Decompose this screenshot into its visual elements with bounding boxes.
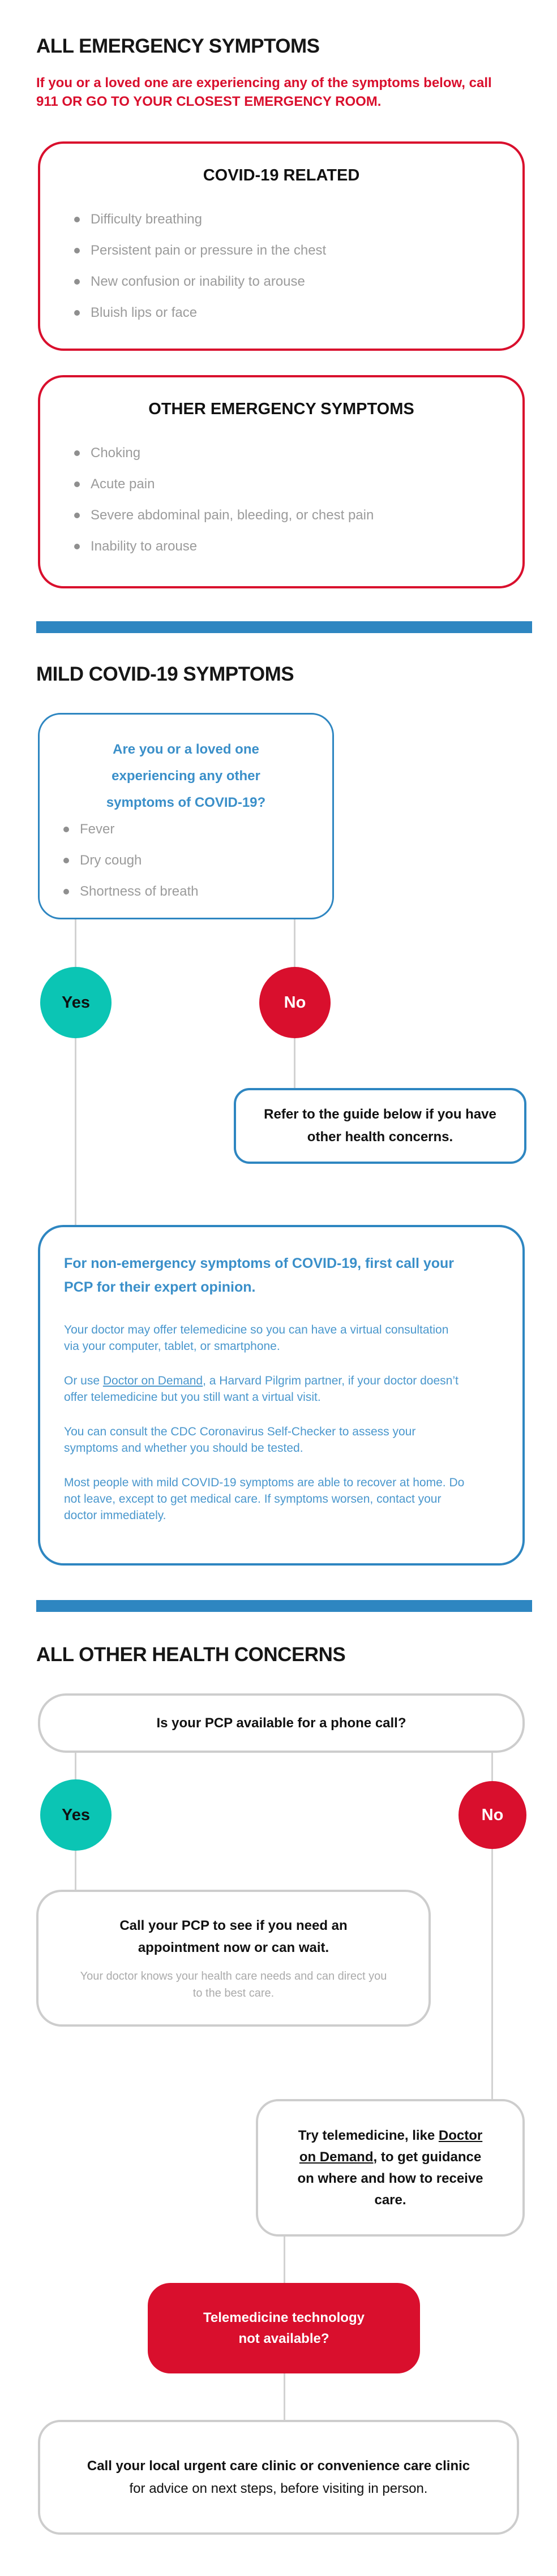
doctor-on-demand-link[interactable]: Doctor on Demand	[299, 2127, 483, 2165]
advice-text: Or use	[64, 1374, 103, 1387]
question-text: Are you or a loved one experiencing any …	[40, 715, 332, 816]
call-pcp-box: Call your PCP to see if you need an appo…	[36, 1890, 431, 2027]
refer-guide-box: Refer to the guide below if you have oth…	[234, 1088, 526, 1164]
question-line: experiencing any other	[112, 768, 260, 784]
other-emergency-title: OTHER EMERGENCY SYMPTOMS	[148, 400, 414, 418]
list-item-label: Fever	[80, 822, 115, 837]
bullet-icon	[63, 858, 69, 863]
mild-symptom-list: Fever Dry cough Shortness of breath	[40, 821, 332, 900]
section-divider	[36, 621, 532, 633]
telemedicine-unavailable-box: Telemedicine technology not available?	[148, 2283, 420, 2373]
call-pcp-subtext: Your doctor knows your health care needs…	[80, 1970, 387, 1999]
pcp-question-box: Is your PCP available for a phone call?	[38, 1693, 525, 1753]
telemedicine-unavailable-text: Telemedicine technology not available?	[203, 2310, 365, 2346]
list-item: Shortness of breath	[63, 883, 332, 900]
bullet-icon	[74, 310, 80, 316]
bullet-icon	[74, 217, 80, 222]
list-item-label: Bluish lips or face	[91, 305, 198, 320]
section-heading-mild-covid: MILD COVID-19 SYMPTOMS	[36, 663, 294, 685]
connector-line	[284, 2373, 285, 2420]
list-item: Bluish lips or face	[74, 304, 522, 321]
no-node: No	[459, 1781, 526, 1849]
bullet-icon	[74, 248, 80, 253]
urgent-care-text: Call your local urgent care clinic or co…	[83, 2455, 474, 2500]
urgent-care-bold: Call your local urgent care clinic or co…	[87, 2458, 470, 2474]
bullet-icon	[63, 827, 69, 832]
bullet-icon	[63, 889, 69, 894]
urgent-care-regular: for advice on next steps, before visitin…	[129, 2480, 428, 2496]
connector-line	[491, 1753, 493, 2099]
telemedicine-text: , to get guidance on where and how to re…	[297, 2149, 483, 2208]
advice-paragraph: You can consult the CDC Coronavirus Self…	[64, 1425, 416, 1455]
try-telemedicine-text: Try telemedicine, like Doctor on Demand,…	[297, 2125, 485, 2211]
warning-line-1: If you or a loved one are experiencing a…	[36, 75, 492, 91]
call-pcp-text: Call your PCP to see if you need an appo…	[119, 1918, 348, 1955]
list-item-label: Difficulty breathing	[91, 212, 202, 227]
advice-paragraph: Or use Doctor on Demand, a Harvard Pilgr…	[64, 1373, 466, 1405]
section-heading-other-concerns: ALL OTHER HEALTH CONCERNS	[36, 1644, 346, 1666]
non-emergency-advice-box: For non-emergency symptoms of COVID-19, …	[38, 1225, 525, 1566]
yes-node: Yes	[40, 967, 112, 1038]
list-item: Fever	[63, 821, 332, 838]
bullet-icon	[74, 544, 80, 549]
no-node: No	[259, 967, 331, 1038]
covid-symptom-list: Difficulty breathing Persistent pain or …	[40, 211, 522, 321]
advice-heading: For non-emergency symptoms of COVID-19, …	[64, 1255, 455, 1295]
list-item-label: Persistent pain or pressure in the chest	[91, 243, 327, 258]
list-item: Inability to arouse	[74, 538, 522, 555]
warning-line-2: 911 OR GO TO YOUR CLOSEST EMERGENCY ROOM…	[36, 94, 382, 109]
list-item: New confusion or inability to arouse	[74, 273, 522, 290]
list-item-label: Inability to arouse	[91, 539, 198, 554]
question-line: Are you or a loved one	[113, 742, 259, 757]
bullet-icon	[74, 513, 80, 518]
list-item: Acute pain	[74, 476, 522, 493]
section-divider	[36, 1600, 532, 1612]
emergency-warning-text: If you or a loved one are experiencing a…	[36, 74, 546, 111]
other-symptom-list: Choking Acute pain Severe abdominal pain…	[40, 445, 522, 555]
other-emergency-box: OTHER EMERGENCY SYMPTOMS Choking Acute p…	[38, 375, 525, 588]
question-line: symptoms of COVID-19?	[106, 795, 266, 810]
list-item-label: Choking	[91, 445, 141, 461]
advice-paragraph: Your doctor may offer telemedicine so yo…	[64, 1323, 449, 1353]
list-item: Choking	[74, 445, 522, 462]
telemedicine-text: Try telemedicine, like	[298, 2127, 439, 2143]
list-item-label: Dry cough	[80, 853, 142, 868]
bullet-icon	[74, 481, 80, 487]
covid-related-box: COVID-19 RELATED Difficulty breathing Pe…	[38, 141, 525, 351]
list-item: Persistent pain or pressure in the chest	[74, 242, 522, 259]
section-heading-emergency: ALL EMERGENCY SYMPTOMS	[36, 35, 320, 57]
list-item-label: New confusion or inability to arouse	[91, 274, 305, 289]
advice-paragraph: Most people with mild COVID-19 symptoms …	[64, 1476, 465, 1522]
yes-node: Yes	[40, 1779, 112, 1851]
doctor-on-demand-link[interactable]: Doctor on Demand	[102, 1374, 203, 1387]
mild-symptoms-question-box: Are you or a loved one experiencing any …	[38, 713, 334, 919]
list-item-label: Shortness of breath	[80, 884, 199, 899]
bullet-icon	[74, 450, 80, 456]
list-item: Difficulty breathing	[74, 211, 522, 228]
list-item-label: Acute pain	[91, 476, 155, 492]
list-item-label: Severe abdominal pain, bleeding, or ches…	[91, 508, 374, 523]
list-item: Dry cough	[63, 852, 332, 869]
pcp-question-text: Is your PCP available for a phone call?	[156, 1715, 406, 1731]
list-item: Severe abdominal pain, bleeding, or ches…	[74, 507, 522, 524]
try-telemedicine-box: Try telemedicine, like Doctor on Demand,…	[256, 2099, 525, 2237]
advice-text: , a Harvard Pilgrim partner, if your doc…	[64, 1374, 459, 1404]
connector-line	[284, 2237, 285, 2283]
refer-guide-text: Refer to the guide below if you have oth…	[264, 1107, 496, 1145]
bullet-icon	[74, 279, 80, 285]
urgent-care-box: Call your local urgent care clinic or co…	[38, 2420, 519, 2535]
connector-line	[75, 919, 76, 1225]
covid-related-title: COVID-19 RELATED	[203, 166, 360, 184]
